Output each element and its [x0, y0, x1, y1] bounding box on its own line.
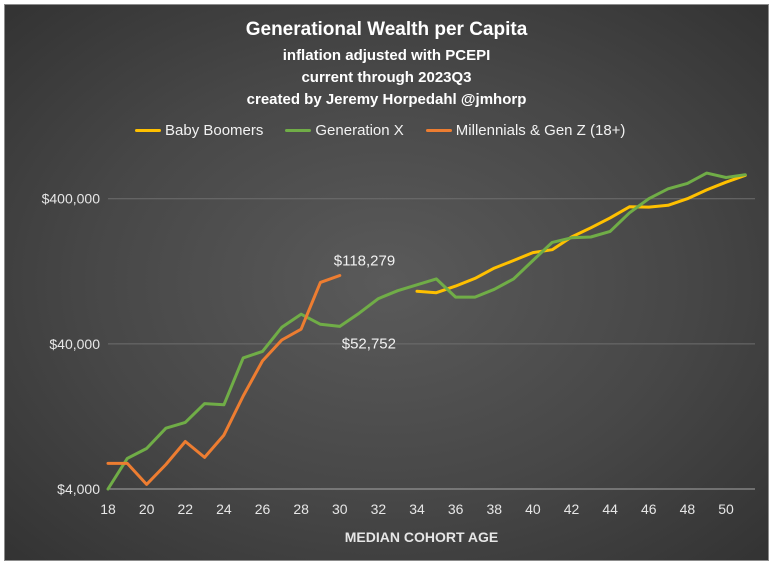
x-tick-label: 26	[255, 501, 271, 517]
x-tick-label: 38	[486, 501, 502, 517]
legend-label-millennials: Millennials & Gen Z (18+)	[455, 122, 626, 139]
x-tick-label: 24	[216, 501, 232, 517]
legend-swatch-generation-x	[285, 129, 312, 132]
y-tick-label: $400,000	[42, 191, 101, 207]
y-tick-label: $4,000	[57, 481, 100, 497]
x-tick-label: 20	[139, 501, 155, 517]
x-tick-label: 36	[448, 501, 464, 517]
x-tick-label: 40	[525, 501, 541, 517]
x-tick-label: 42	[564, 501, 580, 517]
annotation-genx-age30: $52,752	[342, 335, 396, 352]
x-axis-title: MEDIAN COHORT AGE	[345, 529, 498, 545]
legend-item-baby-boomers: Baby Boomers	[135, 122, 263, 139]
x-tick-label: 48	[680, 501, 696, 517]
x-tick-label: 22	[177, 501, 193, 517]
x-tick-label: 50	[718, 501, 734, 517]
legend-swatch-baby-boomers	[135, 129, 161, 132]
chart-subtitle-1: inflation adjusted with PCEPI	[282, 47, 491, 64]
x-tick-label: 34	[409, 501, 425, 517]
chart-legend: Baby Boomers Generation X Millennials & …	[135, 122, 647, 139]
x-tick-label: 32	[371, 501, 387, 517]
legend-label-baby-boomers: Baby Boomers	[165, 122, 264, 139]
y-tick-label: $40,000	[49, 336, 100, 352]
legend-item-generation-x: Generation X	[285, 122, 404, 139]
x-tick-label: 46	[641, 501, 657, 517]
chart-title: Generational Wealth per Capita	[245, 19, 528, 40]
legend-label-generation-x: Generation X	[315, 122, 404, 139]
legend-swatch-millennials	[425, 129, 452, 132]
annotation-millennials-latest: $118,279	[334, 253, 395, 270]
x-tick-label: 28	[293, 501, 309, 517]
x-tick-label: 44	[602, 501, 618, 517]
legend-item-millennials: Millennials & Gen Z (18+)	[425, 122, 626, 139]
series-line-generation-x	[106, 171, 747, 491]
plot-svg: $4,000 $40,000 $400,000 18 20 22 24 26 28 30 32 34 3…	[42, 171, 755, 545]
chart-area: Generational Wealth per Capita inflation…	[4, 4, 769, 561]
chart-subtitle-2: current through 2023Q3	[301, 69, 472, 86]
series-line-millennials-gen-z-18	[106, 274, 342, 486]
series-line-baby-boomers	[415, 173, 747, 295]
x-tick-label: 18	[100, 501, 116, 517]
x-tick-label: 30	[332, 501, 348, 517]
chart-subtitle-3: created by Jeremy Horpedahl @jmhorp	[246, 91, 527, 108]
